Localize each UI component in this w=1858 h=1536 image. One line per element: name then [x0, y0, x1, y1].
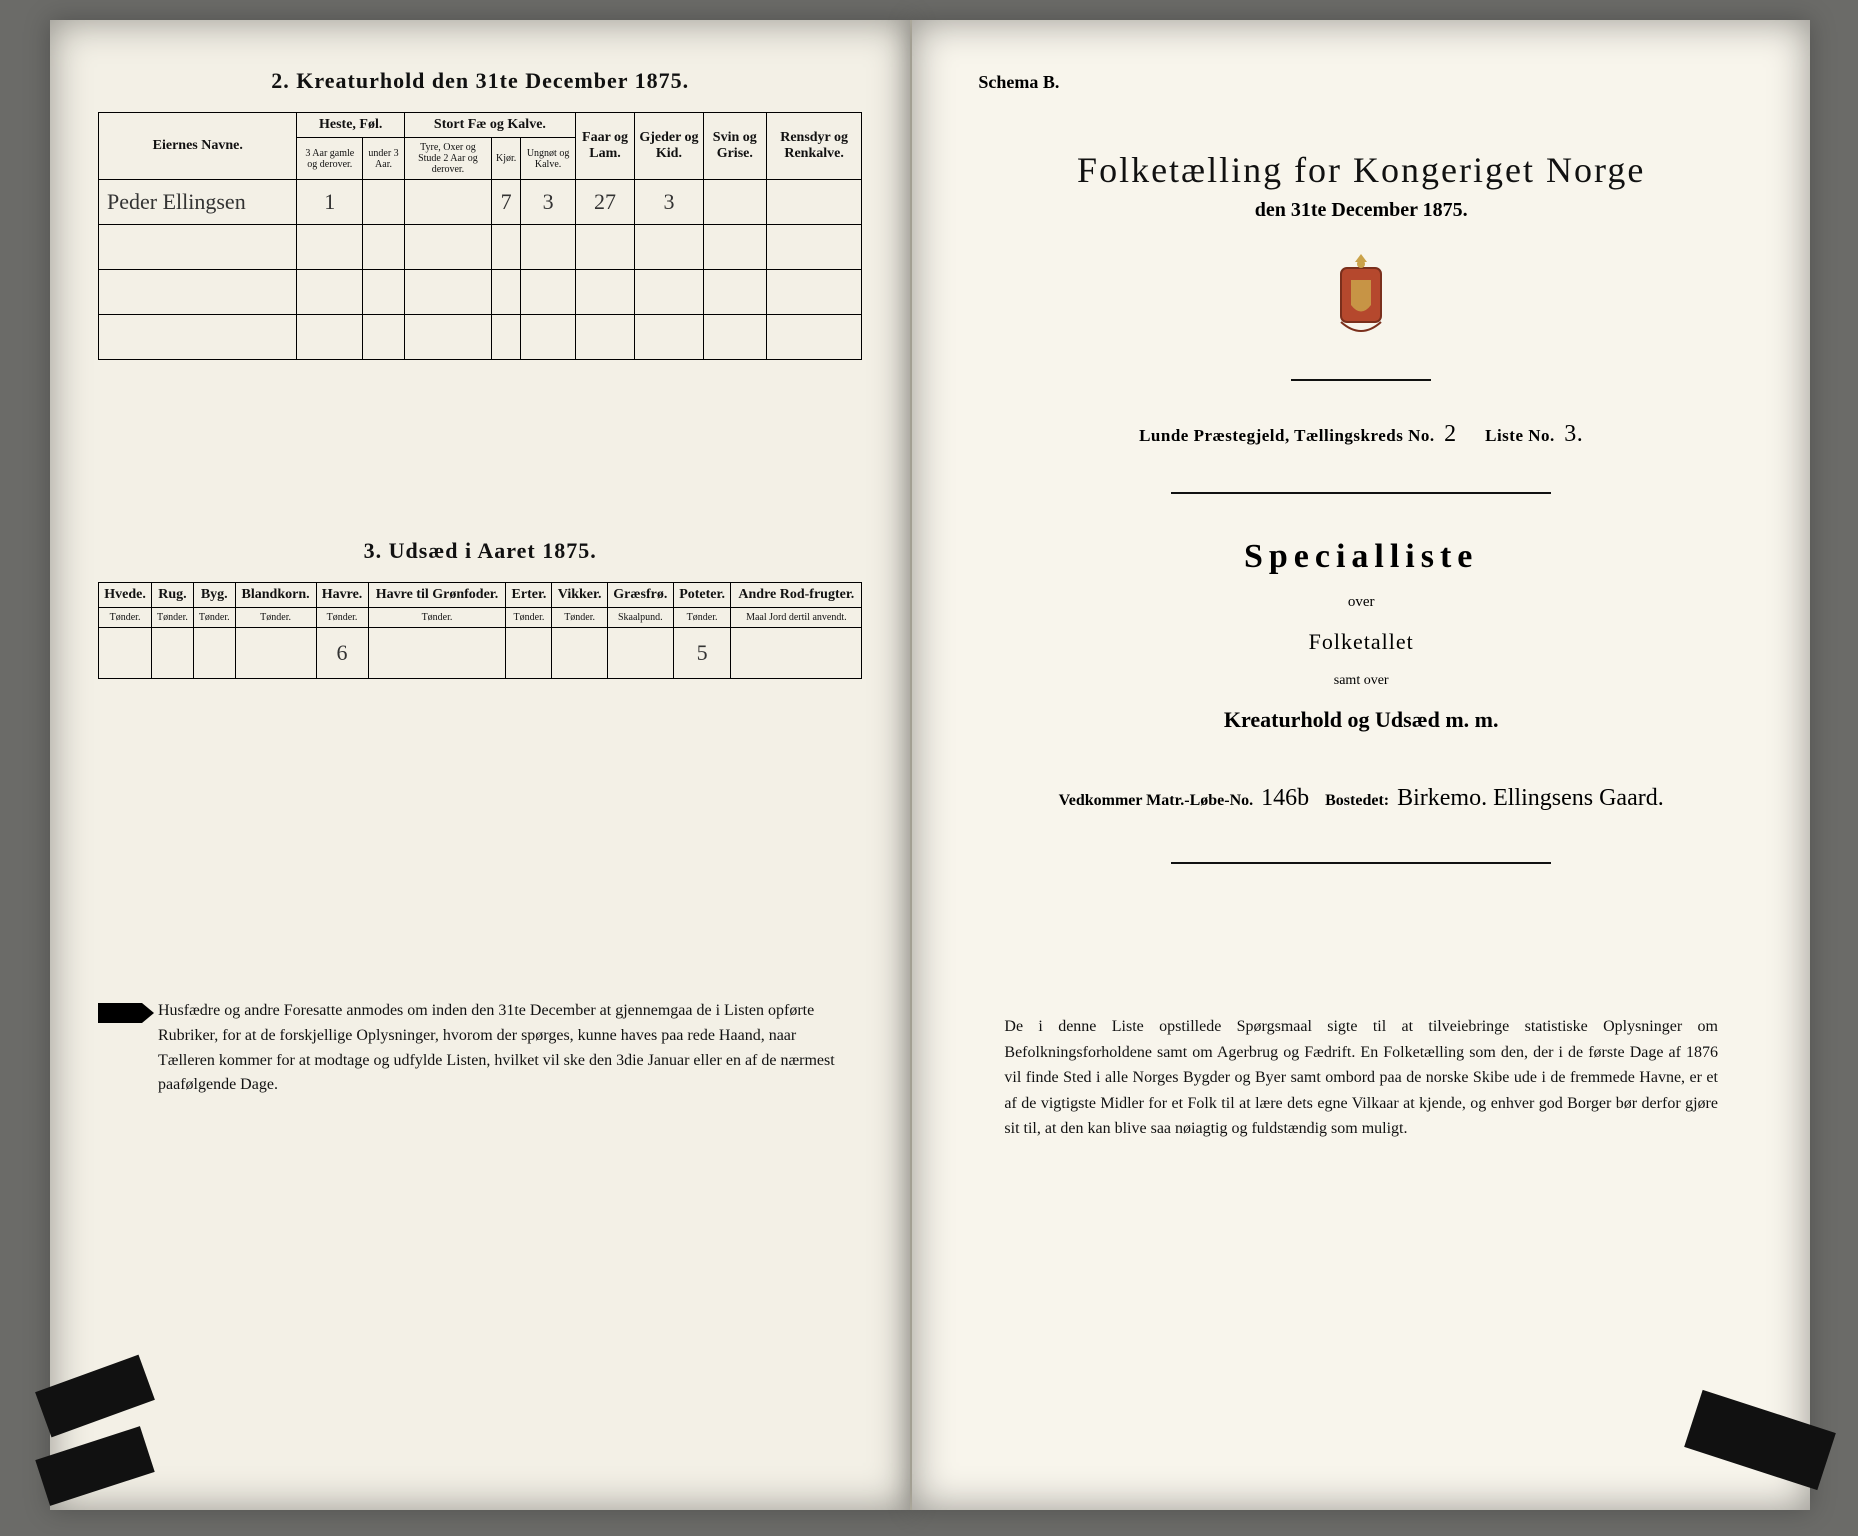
cell — [552, 628, 607, 679]
cell — [363, 180, 405, 225]
col-header: Rensdyr og Renkalve. — [766, 113, 862, 180]
left-page: 2. Kreaturhold den 31te December 1875. E… — [50, 20, 912, 1510]
cell: 7 — [491, 180, 520, 225]
table2-title: 2. Kreaturhold den 31te December 1875. — [98, 68, 862, 94]
unit: Tønder. — [99, 608, 152, 628]
unit: Tønder. — [673, 608, 730, 628]
cell: 27 — [575, 180, 634, 225]
col-header: Svin og Grise. — [703, 113, 766, 180]
unit: Tønder. — [316, 608, 368, 628]
col-subheader: 3 Aar gamle og derover. — [297, 138, 363, 180]
cell — [703, 180, 766, 225]
unit: Tønder. — [552, 608, 607, 628]
matr-no: 146b — [1261, 785, 1309, 811]
notice-paragraph: Husfædre og andre Foresatte anmodes om i… — [98, 999, 862, 1098]
parish-prefix: Lunde Præstegjeld, Tællingskreds No. — [1139, 426, 1435, 445]
liste-label: Liste No. — [1485, 426, 1555, 445]
table3-title: 3. Udsæd i Aaret 1875. — [98, 538, 862, 564]
cell — [235, 628, 316, 679]
col-header: Havre. — [316, 583, 368, 608]
binder-clip-icon — [35, 1355, 155, 1438]
census-date: den 31te December 1875. — [960, 199, 1762, 222]
table-row — [99, 225, 862, 270]
cell: 3 — [635, 180, 704, 225]
table-row: 6 5 — [99, 628, 862, 679]
table-row — [99, 315, 862, 360]
col-group: Heste, Føl. — [297, 113, 404, 138]
binder-clip-icon — [1684, 1390, 1836, 1490]
col-subheader: under 3 Aar. — [363, 138, 405, 180]
col-header: Græsfrø. — [607, 583, 673, 608]
table-row: Peder Ellingsen 1 7 3 27 3 — [99, 180, 862, 225]
col-header: Hvede. — [99, 583, 152, 608]
cell — [99, 628, 152, 679]
cell — [404, 180, 491, 225]
over-label: over — [960, 594, 1762, 611]
liste-no: 3. — [1564, 421, 1583, 447]
cell: 5 — [673, 628, 730, 679]
schema-label: Schema B. — [978, 72, 1762, 93]
matr-line: Vedkommer Matr.-Løbe-No. 146b Bostedet: … — [960, 785, 1762, 812]
unit: Tønder. — [152, 608, 194, 628]
census-title: Folketælling for Kongeriget Norge — [960, 149, 1762, 191]
cell — [368, 628, 506, 679]
cell — [766, 180, 862, 225]
bostedet-label: Bostedet: — [1325, 792, 1389, 809]
matr-prefix: Vedkommer Matr.-Løbe-No. — [1059, 792, 1254, 809]
col-subheader: Kjør. — [491, 138, 520, 180]
notice-text: Husfædre og andre Foresatte anmodes om i… — [158, 1002, 835, 1093]
right-page: Schema B. Folketælling for Kongeriget No… — [912, 20, 1810, 1510]
owner-cell: Peder Ellingsen — [99, 180, 297, 225]
cell — [607, 628, 673, 679]
seeding-table: Hvede. Rug. Byg. Blandkorn. Havre. Havre… — [98, 582, 862, 679]
unit: Tønder. — [506, 608, 552, 628]
divider — [1171, 492, 1551, 494]
col-header: Vikker. — [552, 583, 607, 608]
bottom-paragraph: De i denne Liste opstillede Spørgsmaal s… — [960, 1014, 1762, 1142]
col-header: Erter. — [506, 583, 552, 608]
pointing-hand-icon — [98, 1003, 142, 1023]
table-row — [99, 270, 862, 315]
col-header: Faar og Lam. — [575, 113, 634, 180]
unit: Tønder. — [368, 608, 506, 628]
col-header: Havre til Grønfoder. — [368, 583, 506, 608]
unit: Tønder. — [193, 608, 235, 628]
col-header: Andre Rod-frugter. — [731, 583, 862, 608]
divider — [1291, 379, 1431, 381]
book-spread: 2. Kreaturhold den 31te December 1875. E… — [50, 20, 1810, 1510]
cell — [506, 628, 552, 679]
cell — [731, 628, 862, 679]
divider — [1171, 862, 1551, 864]
kreds-no: 2 — [1444, 421, 1457, 447]
col-header: Gjeder og Kid. — [635, 113, 704, 180]
folketallet-heading: Folketallet — [960, 629, 1762, 655]
cell — [152, 628, 194, 679]
binder-clip-icon — [35, 1426, 154, 1506]
col-header: Rug. — [152, 583, 194, 608]
bostedet-value: Birkemo. Ellingsens Gaard. — [1397, 785, 1664, 811]
col-header: Eiernes Navne. — [99, 113, 297, 180]
coat-of-arms-icon — [1321, 250, 1401, 355]
kreaturhold-heading: Kreaturhold og Udsæd m. m. — [960, 707, 1762, 733]
parish-line: Lunde Præstegjeld, Tællingskreds No. 2 L… — [960, 421, 1762, 448]
livestock-table: Eiernes Navne. Heste, Føl. Stort Fæ og K… — [98, 112, 862, 360]
specialliste-heading: Specialliste — [960, 538, 1762, 576]
unit: Tønder. — [235, 608, 316, 628]
cell: 1 — [297, 180, 363, 225]
col-header: Byg. — [193, 583, 235, 608]
cell: 3 — [521, 180, 576, 225]
unit: Maal Jord dertil anvendt. — [731, 608, 862, 628]
col-group: Stort Fæ og Kalve. — [404, 113, 575, 138]
col-header: Blandkorn. — [235, 583, 316, 608]
unit: Skaalpund. — [607, 608, 673, 628]
col-subheader: Ungnøt og Kalve. — [521, 138, 576, 180]
col-header: Poteter. — [673, 583, 730, 608]
cell: 6 — [316, 628, 368, 679]
cell — [193, 628, 235, 679]
samt-label: samt over — [960, 673, 1762, 689]
col-subheader: Tyre, Oxer og Stude 2 Aar og derover. — [404, 138, 491, 180]
